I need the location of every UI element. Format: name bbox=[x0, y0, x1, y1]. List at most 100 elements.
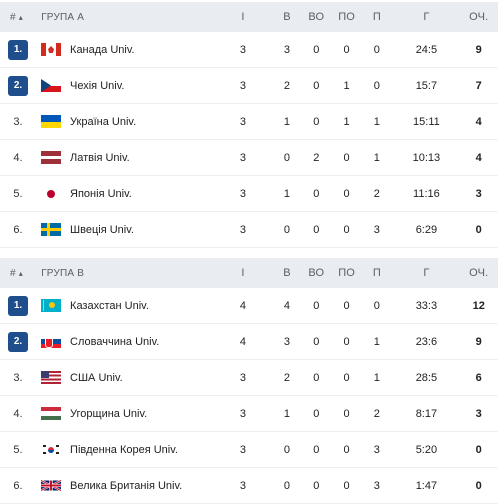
team-name[interactable]: Словаччина Univ. bbox=[70, 335, 160, 348]
col-games-header[interactable]: І bbox=[241, 11, 245, 23]
ot-wins: 0 bbox=[313, 335, 320, 348]
rank-badge: 3. bbox=[13, 115, 23, 128]
ot-losses: 1 bbox=[343, 115, 350, 128]
games-played: 3 bbox=[239, 187, 246, 200]
ot-wins: 0 bbox=[313, 371, 320, 384]
table-row[interactable]: 4. Угорщина Univ. 3 1 0 0 2 8:17 3 bbox=[0, 396, 498, 432]
points: 3 bbox=[475, 407, 482, 420]
ot-losses: 0 bbox=[343, 407, 350, 420]
hash-header: # bbox=[10, 11, 16, 23]
col-wins-header[interactable]: В bbox=[283, 267, 291, 279]
losses: 1 bbox=[373, 151, 380, 164]
ukraine-flag-icon bbox=[41, 115, 62, 128]
team-name[interactable]: Швеція Univ. bbox=[70, 223, 134, 236]
col-wins-header[interactable]: В bbox=[283, 11, 291, 23]
table-row[interactable]: 4. Латвія Univ. 3 0 2 0 1 10:13 4 bbox=[0, 140, 498, 176]
goals: 15:7 bbox=[415, 79, 438, 92]
table-row[interactable]: 6. Швеція Univ. 3 0 0 0 3 6:29 0 bbox=[0, 212, 498, 248]
col-losses-header[interactable]: П bbox=[372, 11, 381, 23]
hash-header: # bbox=[10, 267, 16, 279]
ot-losses: 0 bbox=[343, 335, 350, 348]
team-name[interactable]: Казахстан Univ. bbox=[70, 299, 149, 312]
wins: 2 bbox=[283, 79, 290, 92]
canada-flag-icon bbox=[41, 43, 62, 56]
games-played: 3 bbox=[239, 223, 246, 236]
rank-badge: 6. bbox=[13, 223, 23, 236]
col-points-header[interactable]: ОЧ. bbox=[469, 267, 489, 279]
team-name[interactable]: Угорщина Univ. bbox=[70, 407, 148, 420]
hungary-flag-icon bbox=[41, 407, 62, 420]
wins: 1 bbox=[283, 115, 290, 128]
sort-icon[interactable]: ▴ bbox=[18, 268, 23, 278]
col-ot-wins-header[interactable]: ВО bbox=[308, 11, 325, 23]
team-name[interactable]: Латвія Univ. bbox=[70, 151, 130, 164]
goals: 15:11 bbox=[413, 115, 440, 128]
usa-flag-icon bbox=[41, 371, 62, 384]
czech-flag-icon bbox=[41, 79, 62, 92]
losses: 3 bbox=[373, 479, 380, 492]
points: 0 bbox=[475, 443, 482, 456]
wins: 0 bbox=[283, 151, 290, 164]
points: 7 bbox=[475, 79, 482, 92]
team-name[interactable]: Південна Корея Univ. bbox=[70, 443, 178, 456]
wins: 1 bbox=[283, 407, 290, 420]
goals: 24:5 bbox=[415, 43, 438, 56]
sort-icon[interactable]: ▴ bbox=[18, 12, 23, 22]
table-row[interactable]: 1. Канада Univ. 3 3 0 0 0 24:5 9 bbox=[0, 32, 498, 68]
rank-badge: 3. bbox=[13, 371, 23, 384]
losses: 2 bbox=[373, 407, 380, 420]
col-ot-losses-header[interactable]: ПО bbox=[338, 11, 356, 23]
wins: 3 bbox=[283, 43, 290, 56]
points: 9 bbox=[475, 335, 482, 348]
table-row[interactable]: 6. Велика Британія Univ. 3 0 0 0 3 1:47 0 bbox=[0, 468, 498, 504]
team-name[interactable]: Японія Univ. bbox=[70, 187, 132, 200]
group-b-table: # ▴ ГРУПА В І В ВО ПО П Г ОЧ. 1. Казахстан Univ. 4 4 0… bbox=[0, 258, 498, 504]
table-row[interactable]: 3. Україна Univ. 3 1 0 1 1 15:11 4 bbox=[0, 104, 498, 140]
col-games-header[interactable]: І bbox=[241, 267, 245, 279]
losses: 3 bbox=[373, 223, 380, 236]
col-ot-losses-header[interactable]: ПО bbox=[338, 267, 356, 279]
group-header: # ▴ ГРУПА В І В ВО ПО П Г ОЧ. bbox=[0, 258, 498, 288]
table-row[interactable]: 2. Словаччина Univ. 4 3 0 0 1 23:6 9 bbox=[0, 324, 498, 360]
col-goals-header[interactable]: Г bbox=[423, 267, 430, 279]
korea-flag-icon bbox=[41, 443, 62, 456]
ot-wins: 0 bbox=[313, 115, 320, 128]
table-row[interactable]: 3. США Univ. 3 2 0 0 1 28:5 6 bbox=[0, 360, 498, 396]
wins: 2 bbox=[283, 371, 290, 384]
rank-badge: 1. bbox=[8, 39, 28, 60]
ot-losses: 0 bbox=[343, 443, 350, 456]
ot-losses: 1 bbox=[343, 79, 350, 92]
losses: 0 bbox=[373, 299, 380, 312]
goals: 8:17 bbox=[415, 407, 438, 420]
team-name[interactable]: Канада Univ. bbox=[70, 43, 135, 56]
rank-badge: 5. bbox=[13, 443, 23, 456]
col-goals-header[interactable]: Г bbox=[423, 11, 430, 23]
team-name[interactable]: Велика Британія Univ. bbox=[70, 479, 183, 492]
ot-wins: 0 bbox=[313, 407, 320, 420]
wins: 0 bbox=[283, 479, 290, 492]
wins: 4 bbox=[283, 299, 290, 312]
col-points-header[interactable]: ОЧ. bbox=[469, 11, 489, 23]
wins: 1 bbox=[283, 187, 290, 200]
group-title: ГРУПА А bbox=[41, 11, 85, 23]
points: 4 bbox=[475, 115, 482, 128]
table-row[interactable]: 1. Казахстан Univ. 4 4 0 0 0 33:3 12 bbox=[0, 288, 498, 324]
games-played: 3 bbox=[239, 151, 246, 164]
team-name[interactable]: США Univ. bbox=[70, 371, 123, 384]
table-row[interactable]: 5. Південна Корея Univ. 3 0 0 0 3 5:20 0 bbox=[0, 432, 498, 468]
ot-wins: 0 bbox=[313, 299, 320, 312]
points: 12 bbox=[472, 299, 485, 312]
sweden-flag-icon bbox=[41, 223, 62, 236]
table-row[interactable]: 2. Чехія Univ. 3 2 0 1 0 15:7 7 bbox=[0, 68, 498, 104]
team-name[interactable]: Чехія Univ. bbox=[70, 79, 125, 92]
table-row[interactable]: 5. Японія Univ. 3 1 0 0 2 11:16 3 bbox=[0, 176, 498, 212]
ot-losses: 0 bbox=[343, 479, 350, 492]
games-played: 3 bbox=[239, 407, 246, 420]
team-name[interactable]: Україна Univ. bbox=[70, 115, 137, 128]
ot-wins: 0 bbox=[313, 443, 320, 456]
col-ot-wins-header[interactable]: ВО bbox=[308, 267, 325, 279]
col-losses-header[interactable]: П bbox=[372, 267, 381, 279]
points: 0 bbox=[475, 223, 482, 236]
goals: 23:6 bbox=[415, 335, 438, 348]
kazakhstan-flag-icon bbox=[41, 299, 62, 312]
